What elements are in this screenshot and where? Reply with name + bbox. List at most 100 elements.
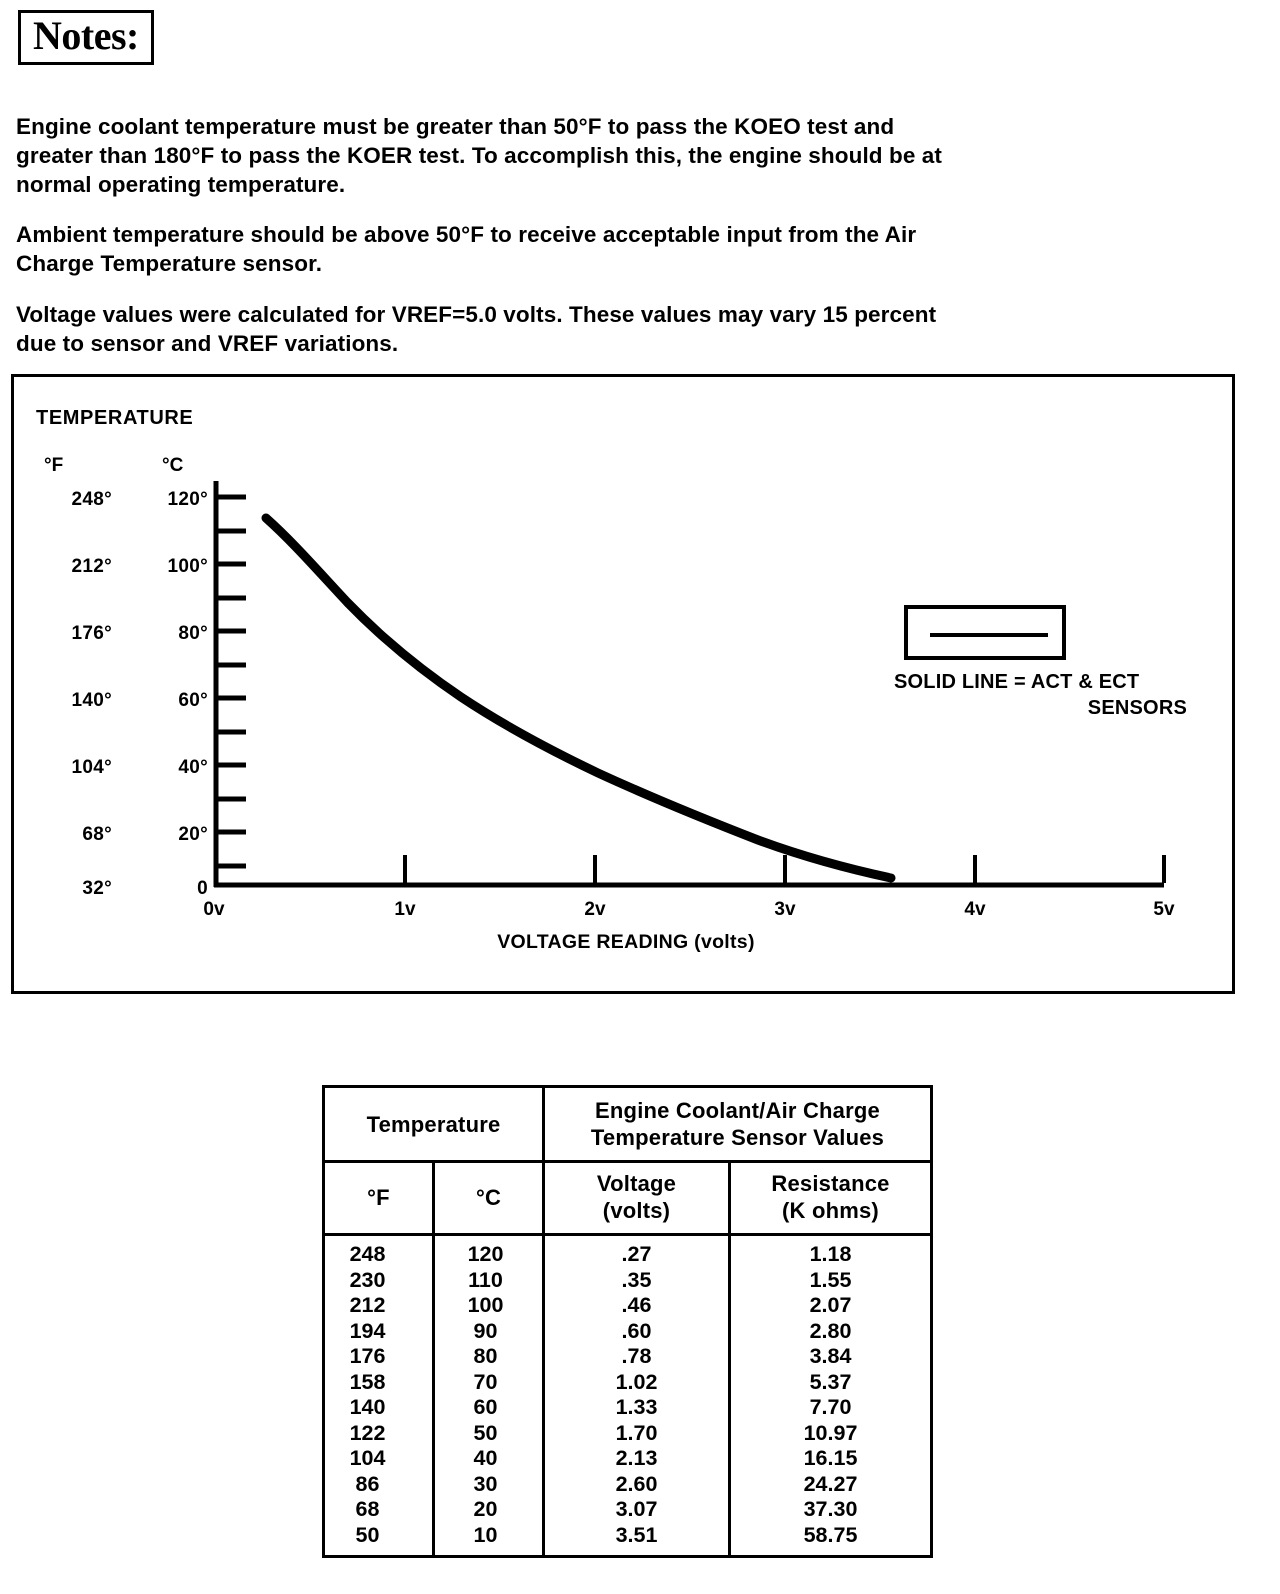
y-tick-label-c-60: 60°: [178, 690, 208, 711]
cell-voltage: .78: [542, 1344, 731, 1370]
x-tick-label-1v: 1v: [394, 899, 416, 920]
legend-caption-line-2: SENSORS: [1087, 697, 1187, 719]
cell-fahrenheit: 122: [322, 1420, 435, 1446]
note-paragraph-1-line-1: Engine coolant temperature must be great…: [16, 114, 895, 139]
cell-voltage: 2.13: [542, 1446, 731, 1472]
cell-voltage: .60: [542, 1318, 731, 1344]
cell-celsius: 120: [432, 1234, 545, 1268]
table-header-sensor-values-line-2: Temperature Sensor Values: [590, 1125, 885, 1150]
table-header-fahrenheit: °F: [322, 1160, 435, 1236]
table-row: 158 70 1.02 5.37: [322, 1369, 934, 1395]
x-tick-label-0v: 0v: [203, 899, 225, 920]
cell-voltage: 1.02: [542, 1369, 731, 1395]
sensor-curve-solid-line: [261, 513, 896, 883]
table-body: 248 120 .27 1.18 230 110 .35 1.55 212 10…: [322, 1234, 934, 1558]
cell-resistance: 7.70: [727, 1395, 934, 1421]
table-header-sensor-values-line-1: Engine Coolant/Air Charge: [595, 1098, 880, 1123]
cell-voltage: 3.07: [542, 1497, 731, 1523]
y-tick-label-c-100: 100°: [167, 556, 208, 577]
cell-celsius: 100: [432, 1293, 545, 1319]
note-paragraph-2-line-1: Ambient temperature should be above 50°F…: [16, 222, 917, 247]
table-row: 248 120 .27 1.18: [322, 1234, 934, 1268]
table-header-voltage-line-2: (volts): [602, 1198, 671, 1223]
y-tick-label-c-0: 0: [197, 878, 208, 899]
y-tick-label-f-140: 140°: [71, 690, 112, 711]
cell-fahrenheit: 140: [322, 1395, 435, 1421]
note-paragraph-2: Ambient temperature should be above 50°F…: [16, 220, 1232, 278]
sensor-curve-chart: TEMPERATURE °F °C 248° 212° 176° 140° 10…: [11, 374, 1235, 994]
table-row: 68 20 3.07 37.30: [322, 1497, 934, 1523]
cell-celsius: 80: [432, 1344, 545, 1370]
y-axis-celsius-unit: °C: [162, 455, 184, 476]
cell-celsius: 90: [432, 1318, 545, 1344]
cell-celsius: 110: [432, 1267, 545, 1293]
table-row: 50 10 3.51 58.75: [322, 1522, 934, 1558]
table-header-celsius: °C: [432, 1160, 545, 1236]
y-tick-label-f-212: 212°: [71, 556, 112, 577]
y-tick-label-f-248: 248°: [71, 489, 112, 510]
y-tick-label-c-120: 120°: [167, 489, 208, 510]
cell-voltage: .35: [542, 1267, 731, 1293]
cell-celsius: 50: [432, 1420, 545, 1446]
cell-resistance: 58.75: [727, 1522, 934, 1558]
note-paragraph-3: Voltage values were calculated for VREF=…: [16, 300, 1232, 358]
table-header-voltage-line-1: Voltage: [596, 1171, 677, 1196]
cell-fahrenheit: 230: [322, 1267, 435, 1293]
cell-resistance: 3.84: [727, 1344, 934, 1370]
cell-voltage: .46: [542, 1293, 731, 1319]
x-tick-label-4v: 4v: [964, 899, 986, 920]
table-row: 230 110 .35 1.55: [322, 1267, 934, 1293]
chart-plot-area: [213, 481, 1166, 888]
table-header-sensor-values: Engine Coolant/Air Charge Temperature Se…: [541, 1085, 934, 1163]
table-group-header-row: Temperature Engine Coolant/Air Charge Te…: [322, 1085, 934, 1163]
cell-celsius: 30: [432, 1471, 545, 1497]
cell-resistance: 5.37: [727, 1369, 934, 1395]
table-header-temperature: Temperature: [322, 1085, 545, 1163]
x-axis-title: VOLTAGE READING (volts): [497, 931, 755, 953]
cell-celsius: 40: [432, 1446, 545, 1472]
y-tick-label-f-176: 176°: [71, 623, 112, 644]
cell-fahrenheit: 212: [322, 1293, 435, 1319]
note-paragraph-3-line-2: due to sensor and VREF variations.: [16, 331, 399, 356]
cell-fahrenheit: 248: [322, 1234, 435, 1268]
cell-fahrenheit: 68: [322, 1497, 435, 1523]
cell-celsius: 60: [432, 1395, 545, 1421]
y-tick-label-c-80: 80°: [178, 623, 208, 644]
cell-resistance: 2.80: [727, 1318, 934, 1344]
cell-celsius: 10: [432, 1522, 545, 1558]
table-row: 122 50 1.70 10.97: [322, 1420, 934, 1446]
notes-heading-box: Notes:: [18, 10, 154, 65]
note-paragraph-2-line-2: Charge Temperature sensor.: [16, 251, 323, 276]
table-header-resistance-line-1: Resistance: [771, 1171, 890, 1196]
x-tick-label-2v: 2v: [584, 899, 606, 920]
note-paragraph-1-line-2: greater than 180°F to pass the KOER test…: [16, 143, 943, 168]
sensor-values-table: Temperature Engine Coolant/Air Charge Te…: [322, 1085, 934, 1558]
x-tick-label-5v: 5v: [1153, 899, 1175, 920]
y-axis-ticks: [218, 494, 246, 869]
cell-fahrenheit: 194: [322, 1318, 435, 1344]
cell-fahrenheit: 176: [322, 1344, 435, 1370]
legend-solid-line-swatch: [930, 633, 1048, 637]
cell-resistance: 2.07: [727, 1293, 934, 1319]
cell-resistance: 16.15: [727, 1446, 934, 1472]
cell-voltage: 1.70: [542, 1420, 731, 1446]
table-header-resistance: Resistance (K ohms): [727, 1160, 934, 1236]
cell-voltage: 1.33: [542, 1395, 731, 1421]
table-row: 194 90 .60 2.80: [322, 1318, 934, 1344]
cell-resistance: 10.97: [727, 1420, 934, 1446]
cell-resistance: 24.27: [727, 1471, 934, 1497]
table-column-header-row: °F °C Voltage (volts) Resistance (K ohms…: [322, 1160, 934, 1236]
x-tick-label-3v: 3v: [774, 899, 796, 920]
y-tick-label-f-104: 104°: [71, 757, 112, 778]
table-header-resistance-line-2: (K ohms): [782, 1198, 879, 1223]
cell-voltage: 2.60: [542, 1471, 731, 1497]
table-row: 176 80 .78 3.84: [322, 1344, 934, 1370]
cell-voltage: 3.51: [542, 1522, 731, 1558]
cell-resistance: 37.30: [727, 1497, 934, 1523]
note-paragraph-1: Engine coolant temperature must be great…: [16, 112, 1232, 199]
y-tick-label-c-20: 20°: [178, 824, 208, 845]
y-tick-label-f-32: 32°: [82, 878, 112, 899]
table-row: 212 100 .46 2.07: [322, 1293, 934, 1319]
cell-resistance: 1.18: [727, 1234, 934, 1268]
y-axis-fahrenheit-unit: °F: [44, 455, 64, 476]
